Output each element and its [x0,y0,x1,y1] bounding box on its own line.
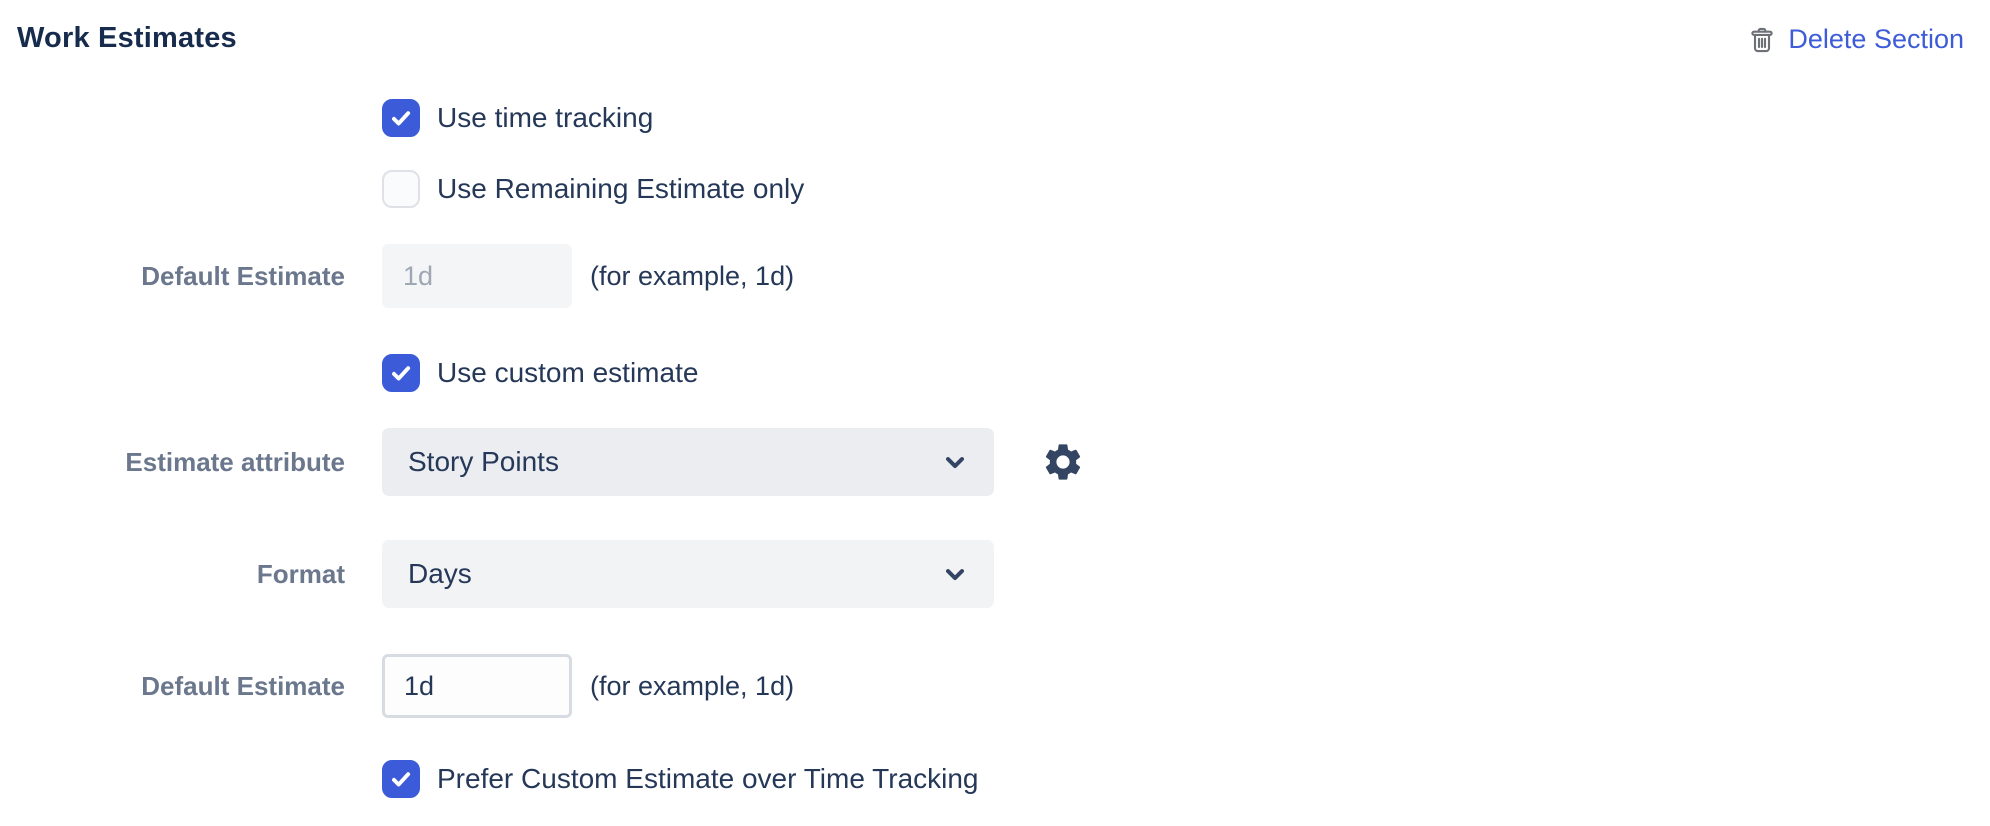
row-use-time-tracking: Use time tracking [17,99,1964,137]
row-estimate-attribute: Estimate attribute Story Points [17,428,1964,496]
default-estimate-custom-input[interactable] [382,654,572,718]
row-prefer-custom: Prefer Custom Estimate over Time Trackin… [17,760,1964,798]
delete-section-label: Delete Section [1788,24,1964,54]
default-estimate-custom-label: Default Estimate [141,670,345,701]
prefer-custom-checkbox[interactable] [382,760,420,798]
use-custom-estimate-checkbox[interactable] [382,354,420,392]
chevron-down-icon [941,560,969,588]
page-title: Work Estimates [17,22,237,54]
prefer-custom-option[interactable]: Prefer Custom Estimate over Time Trackin… [382,760,979,798]
estimate-attribute-value: Story Points [408,446,559,477]
use-time-tracking-option[interactable]: Use time tracking [382,99,653,137]
row-default-estimate-custom: Default Estimate (for example, 1d) [17,654,1964,718]
use-remaining-only-checkbox[interactable] [382,170,420,208]
use-custom-estimate-label: Use custom estimate [437,357,699,388]
format-value: Days [408,558,472,589]
use-remaining-only-label: Use Remaining Estimate only [437,173,805,204]
use-custom-estimate-option[interactable]: Use custom estimate [382,354,698,392]
row-format: Format Days [17,540,1964,608]
default-estimate-time-input[interactable] [382,244,572,308]
use-time-tracking-label: Use time tracking [437,102,654,133]
default-estimate-time-hint: (for example, 1d) [590,260,795,291]
delete-section-link[interactable]: Delete Section [1747,24,1964,55]
trash-icon [1747,25,1777,55]
row-default-estimate-time: Default Estimate (for example, 1d) [17,244,1964,308]
checkmark-icon [392,111,411,126]
use-remaining-only-option[interactable]: Use Remaining Estimate only [382,170,804,208]
estimate-attribute-select[interactable]: Story Points [382,428,994,496]
checkmark-icon [392,366,411,381]
estimate-attribute-label: Estimate attribute [125,446,345,477]
use-time-tracking-checkbox[interactable] [382,99,420,137]
section-header: Work Estimates Delete Section [17,22,1964,55]
gear-icon[interactable] [1041,440,1085,484]
default-estimate-time-label: Default Estimate [141,260,345,291]
checkmark-icon [392,772,411,787]
row-use-custom-estimate: Use custom estimate [17,354,1964,392]
default-estimate-custom-hint: (for example, 1d) [590,670,795,701]
prefer-custom-label: Prefer Custom Estimate over Time Trackin… [437,763,979,794]
row-use-remaining-only: Use Remaining Estimate only [17,170,1964,208]
format-select[interactable]: Days [382,540,994,608]
format-label: Format [256,558,345,589]
chevron-down-icon [941,448,969,476]
